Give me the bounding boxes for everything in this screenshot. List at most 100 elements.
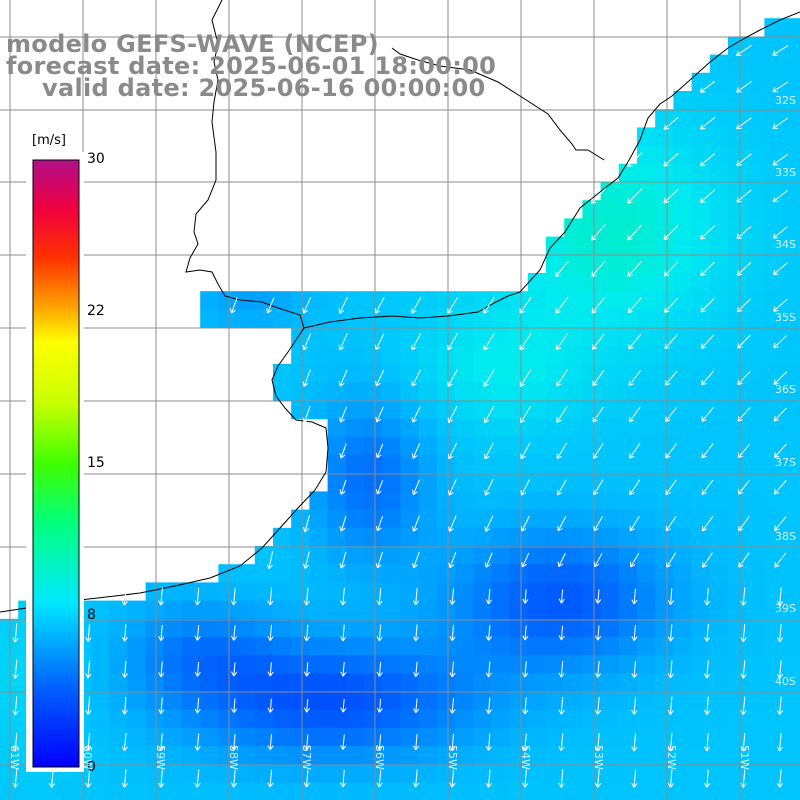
wind-cell bbox=[691, 72, 711, 92]
wind-arrow bbox=[267, 587, 274, 606]
wind-cell bbox=[728, 109, 747, 128]
wind-cell bbox=[746, 382, 765, 401]
wind-cell bbox=[582, 382, 602, 401]
wind-cell bbox=[0, 728, 19, 747]
wind-arrow bbox=[231, 662, 238, 677]
lon-label: 57W bbox=[300, 745, 313, 770]
wind-cell bbox=[673, 273, 693, 292]
wind-cell bbox=[655, 728, 674, 747]
wind-cell bbox=[436, 728, 456, 747]
wind-cell bbox=[655, 218, 674, 238]
wind-cell bbox=[473, 618, 492, 638]
wind-cell bbox=[236, 728, 256, 747]
wind-cell bbox=[546, 309, 565, 329]
wind-cell bbox=[327, 473, 347, 492]
wind-arrow bbox=[158, 733, 165, 751]
wind-cell bbox=[309, 673, 329, 693]
wind-arrow bbox=[740, 769, 747, 788]
wind-cell bbox=[728, 691, 747, 711]
wind-arrow bbox=[412, 551, 420, 569]
wind-cell bbox=[600, 473, 620, 492]
wind-cell bbox=[709, 673, 729, 693]
wind-arrow bbox=[411, 443, 421, 459]
lon-label: 51W bbox=[738, 745, 751, 770]
wind-cell bbox=[582, 673, 602, 693]
wind-cell bbox=[491, 455, 511, 474]
wind-arrow bbox=[627, 224, 643, 241]
wind-cell bbox=[673, 254, 693, 274]
wind-cell bbox=[145, 637, 165, 656]
wind-cell bbox=[418, 600, 438, 620]
wind-cell bbox=[546, 418, 565, 438]
wind-cell bbox=[637, 327, 656, 347]
wind-cell bbox=[127, 746, 147, 765]
wind-arrow bbox=[411, 369, 421, 387]
wind-cell bbox=[254, 309, 274, 329]
wind-cell bbox=[655, 254, 674, 274]
wind-cell bbox=[618, 182, 638, 201]
lat-label: 38S bbox=[775, 530, 796, 543]
wind-cell bbox=[364, 782, 383, 800]
wind-arrow bbox=[665, 406, 678, 423]
wind-arrow bbox=[376, 734, 383, 751]
wind-cell bbox=[655, 655, 674, 674]
wind-cell bbox=[655, 273, 674, 292]
wind-arrow bbox=[158, 587, 165, 606]
wind-cell bbox=[509, 455, 529, 474]
wind-arrow bbox=[700, 225, 716, 240]
wind-cell bbox=[491, 782, 511, 800]
wind-cell bbox=[600, 764, 620, 784]
wind-cell bbox=[527, 509, 547, 529]
wind-cell bbox=[728, 546, 747, 565]
wind-cell bbox=[291, 564, 310, 583]
wind-cell bbox=[764, 509, 784, 529]
colorbar-tick-8: 8 bbox=[87, 607, 96, 623]
wind-cell bbox=[582, 564, 602, 583]
wind-cell bbox=[509, 491, 529, 511]
wind-cell bbox=[291, 782, 310, 800]
wind-cell bbox=[18, 782, 37, 800]
wind-cell bbox=[764, 418, 784, 438]
wind-arrow bbox=[158, 624, 165, 642]
wind-arrow bbox=[303, 662, 311, 677]
wind-cell bbox=[91, 746, 110, 765]
wind-cell bbox=[364, 327, 383, 347]
wind-cell bbox=[746, 163, 765, 183]
wind-cell bbox=[655, 345, 674, 365]
wind-cell bbox=[618, 527, 638, 547]
wind-cell bbox=[473, 418, 492, 438]
wind-cell bbox=[491, 291, 511, 310]
wind-cell bbox=[527, 291, 547, 310]
wind-cell bbox=[655, 291, 674, 310]
wind-cell bbox=[782, 436, 800, 456]
wind-arrow bbox=[121, 660, 128, 678]
wind-cell bbox=[582, 637, 602, 656]
wind-cell bbox=[455, 746, 474, 765]
wind-cell bbox=[91, 637, 110, 656]
wind-cell bbox=[364, 418, 383, 438]
wind-cell bbox=[673, 455, 693, 474]
wind-cell bbox=[637, 691, 656, 711]
wind-cell bbox=[582, 327, 602, 347]
wind-arrow bbox=[736, 189, 752, 203]
wind-cell bbox=[345, 782, 365, 800]
wind-arrow bbox=[594, 660, 602, 678]
wind-cell bbox=[655, 364, 674, 383]
wind-cell bbox=[455, 728, 474, 747]
wind-arrow bbox=[412, 661, 420, 678]
wind-cell bbox=[600, 291, 620, 310]
wind-cell bbox=[655, 491, 674, 511]
wind-arrow bbox=[267, 698, 274, 713]
wind-cell bbox=[327, 309, 347, 329]
wind-arrow bbox=[339, 515, 347, 532]
wind-cell bbox=[746, 564, 765, 583]
wind-cell bbox=[345, 418, 365, 438]
wind-cell bbox=[600, 418, 620, 438]
wind-cell bbox=[709, 764, 729, 784]
wind-cell bbox=[564, 655, 583, 674]
wind-cell bbox=[582, 291, 602, 310]
wind-arrow bbox=[485, 588, 492, 605]
colorbar-tick-0: 0 bbox=[87, 759, 96, 775]
wind-cell bbox=[600, 655, 620, 674]
wind-arrow bbox=[704, 660, 711, 679]
